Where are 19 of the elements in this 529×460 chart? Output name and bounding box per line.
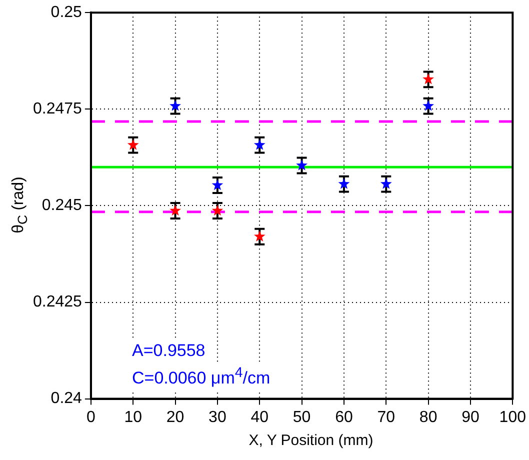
y-tick-label: 0.245 bbox=[42, 197, 82, 214]
x-tick-label: 90 bbox=[462, 408, 480, 426]
annotation: A=0.9558 bbox=[130, 340, 208, 362]
x-tick-label: 80 bbox=[419, 408, 438, 426]
x-tick-label: 50 bbox=[292, 408, 311, 426]
y-tick-label: 0.24 bbox=[50, 390, 82, 408]
x-tick-label: 0 bbox=[86, 408, 96, 426]
x-tick-label: 10 bbox=[124, 408, 142, 426]
x-tick-label: 20 bbox=[166, 408, 184, 426]
y-tick-label: 0.2475 bbox=[33, 100, 82, 118]
x-tick-label: 70 bbox=[377, 408, 396, 426]
y-tick-label: 0.25 bbox=[50, 4, 82, 22]
x-tick-label: 60 bbox=[335, 408, 353, 426]
x-tick-label: 40 bbox=[250, 408, 269, 426]
x-tick-label: 30 bbox=[208, 408, 226, 426]
x-axis-title: X, Y Position (mm) bbox=[248, 432, 374, 449]
annotation: C=0.0060 μm$^{4}$/cm bbox=[130, 362, 272, 390]
x-tick-label: 100 bbox=[499, 408, 526, 426]
y-tick-label: 0.2425 bbox=[33, 294, 82, 311]
